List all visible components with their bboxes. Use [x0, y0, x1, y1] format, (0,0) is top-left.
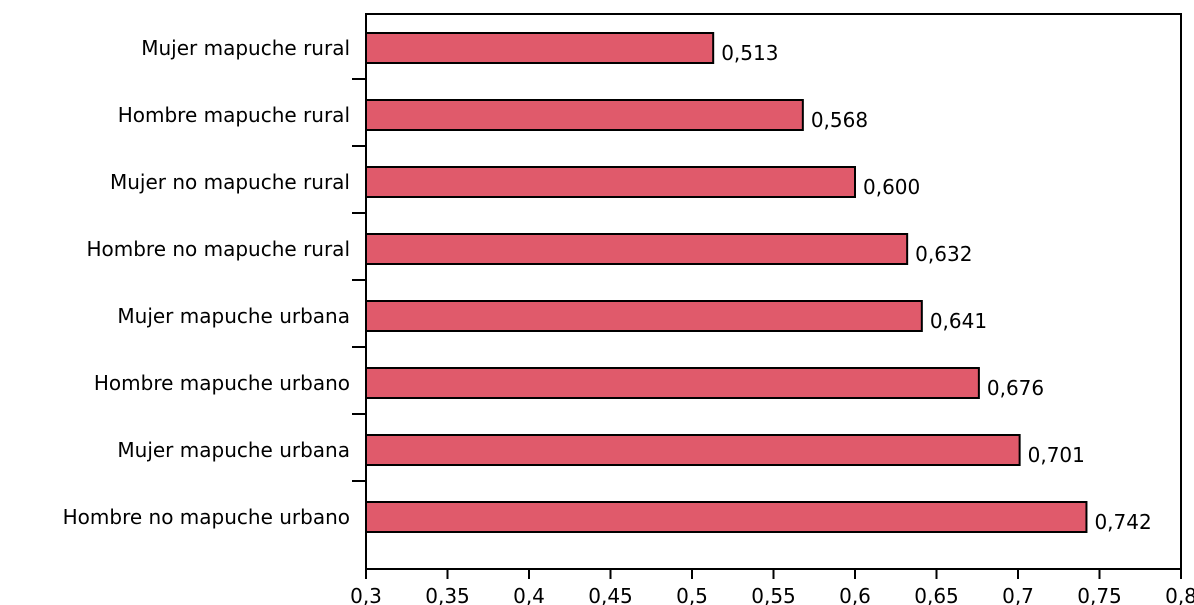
bar [365, 233, 909, 265]
x-tick-label: 0,55 [751, 584, 796, 605]
x-tick-label: 0,8 [1165, 584, 1194, 605]
bar [365, 501, 1088, 533]
value-label: 0,742 [1094, 510, 1151, 534]
category-label: Mujer no mapuche rural [110, 170, 350, 194]
bars [365, 32, 1088, 533]
x-tick-label: 0,3 [350, 584, 382, 605]
plot-border [365, 13, 1182, 570]
bar [365, 367, 980, 399]
category-label: Hombre no mapuche urbano [63, 505, 350, 529]
category-label: Hombre mapuche urbano [94, 371, 350, 395]
x-tick-label: 0,45 [588, 584, 633, 605]
bar [365, 434, 1021, 466]
value-label: 0,568 [811, 108, 868, 132]
value-label: 0,701 [1028, 443, 1085, 467]
x-tick-label: 0,6 [839, 584, 871, 605]
x-tick-label: 0,7 [1002, 584, 1034, 605]
x-axis: 0,3 0,35 0,4 0,45 0,5 0,55 0,6 0,65 0,7 0,75 0,8 [350, 569, 1194, 605]
bar [365, 32, 715, 64]
x-tick-label: 0,75 [1077, 584, 1122, 605]
plot-frame [352, 13, 1182, 570]
category-labels: Mujer mapuche rural Hombre mapuche rural M… [63, 36, 350, 529]
category-label: Mujer mapuche urbana [117, 438, 350, 462]
x-tick-label: 0,5 [676, 584, 708, 605]
category-label: Hombre mapuche rural [118, 103, 350, 127]
value-label: 0,641 [930, 309, 987, 333]
category-label: Mujer mapuche rural [141, 36, 350, 60]
x-tick-label: 0,65 [914, 584, 959, 605]
value-label: 0,676 [987, 376, 1044, 400]
bar [365, 166, 856, 198]
category-label: Hombre no mapuche rural [86, 237, 350, 261]
bar [365, 300, 923, 332]
bar [365, 99, 804, 131]
value-label: 0,600 [863, 175, 920, 199]
value-labels: 0,513 0,568 0,600 0,632 0,641 0,676 0,701 0,742 [721, 41, 1152, 534]
value-label: 0,632 [915, 242, 972, 266]
x-tick-label: 0,4 [513, 584, 545, 605]
x-tick-label: 0,35 [425, 584, 470, 605]
value-label: 0,513 [721, 41, 778, 65]
category-label: Mujer mapuche urbana [117, 304, 350, 328]
